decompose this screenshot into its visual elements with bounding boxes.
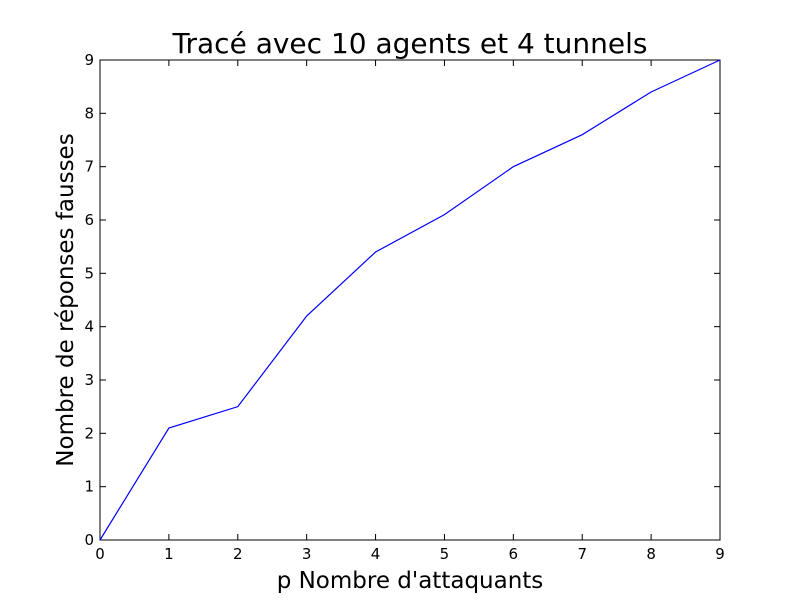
x-axis-label: p Nombre d'attaquants (277, 568, 544, 594)
y-tick-label: 5 (84, 264, 94, 282)
x-tick-label: 5 (440, 545, 450, 563)
y-tick-label: 6 (84, 211, 94, 229)
y-axis-ticks: 0 1 2 3 4 5 6 7 8 9 (84, 51, 720, 549)
y-tick-label: 0 (84, 531, 94, 549)
y-tick-label: 2 (84, 424, 94, 442)
y-tick-label: 4 (84, 318, 94, 336)
y-tick-label: 1 (84, 478, 94, 496)
x-tick-label: 7 (577, 545, 587, 563)
x-tick-label: 3 (302, 545, 312, 563)
plot-area (99, 59, 721, 541)
chart-title: Tracé avec 10 agents et 4 tunnels (172, 27, 648, 60)
y-tick-label: 7 (84, 158, 94, 176)
x-tick-label: 0 (95, 545, 105, 563)
y-tick-label: 9 (84, 51, 94, 69)
series-layer (99, 59, 721, 541)
y-axis-label: Nombre de réponses fausses (53, 133, 79, 466)
x-tick-label: 6 (509, 545, 519, 563)
y-tick-label: 8 (84, 104, 94, 122)
x-tick-label: 9 (715, 545, 725, 563)
data-series-line (99, 59, 721, 541)
x-tick-label: 8 (646, 545, 656, 563)
x-tick-label: 2 (233, 545, 243, 563)
x-tick-label: 4 (371, 545, 381, 563)
x-tick-label: 1 (164, 545, 174, 563)
x-axis-ticks: 0 1 2 3 4 5 6 7 8 9 (95, 60, 725, 563)
y-tick-label: 3 (84, 371, 94, 389)
